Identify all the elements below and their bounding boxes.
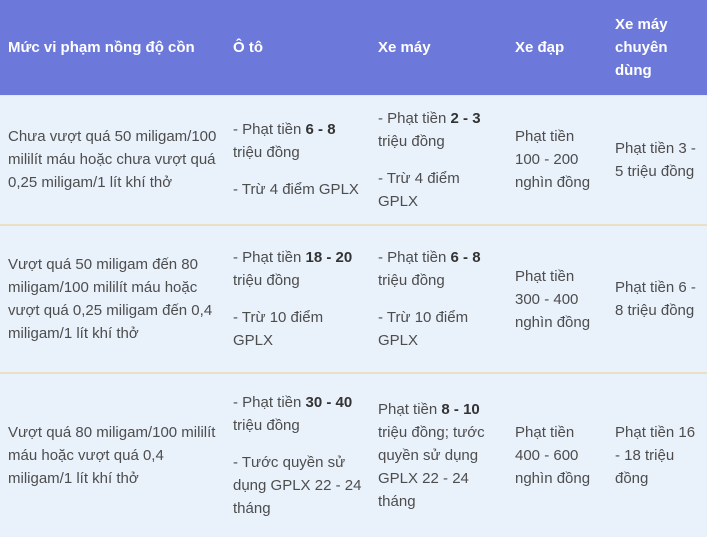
violation-level-text: Vượt quá 50 miligam đến 80 miligam/100 m…: [8, 256, 213, 342]
fine-amount: 2 - 3: [450, 109, 481, 127]
xe-may-cell: Phạt tiền 8 - 10 triệu đồng; tước quyền …: [370, 372, 507, 537]
fine-line: - Phạt tiền 6 - 8 triệu đồng: [233, 121, 336, 162]
header-xe-dap: Xe đạp: [507, 0, 607, 95]
violation-level-cell: Chưa vượt quá 50 miligam/100 mililít máu…: [0, 94, 225, 225]
violation-level-cell: Vượt quá 50 miligam đến 80 miligam/100 m…: [0, 224, 225, 373]
fine-amount: 18 - 20: [305, 249, 353, 266]
fine-line: Phạt tiền 3 - 5 triệu đồng: [615, 139, 696, 180]
xe-may-chuyen-dung-cell: Phạt tiền 3 - 5 triệu đồng: [607, 94, 707, 225]
table-row: Vượt quá 50 miligam đến 80 miligam/100 m…: [0, 224, 707, 373]
fine-line: Phạt tiền 6 - 8 triệu đồng: [615, 279, 696, 319]
xe-may-cell: - Phạt tiền 2 - 3 triệu đồng - Trừ 4 điể…: [370, 94, 507, 225]
fine-line: Phạt tiền 8 - 10 triệu đồng; tước quyền …: [378, 401, 485, 510]
penalty-line: - Trừ 10 điểm GPLX: [233, 309, 324, 349]
oto-cell: - Phạt tiền 6 - 8 triệu đồng - Trừ 4 điể…: [225, 94, 370, 225]
fine-line: Phạt tiền 300 - 400 nghìn đồng: [515, 267, 591, 331]
oto-cell: - Phạt tiền 18 - 20 triệu đồng - Trừ 10 …: [225, 224, 370, 373]
oto-cell: - Phạt tiền 30 - 40 triệu đồng - Tước qu…: [225, 372, 370, 537]
penalty-line: - Trừ 10 điểm GPLX: [378, 309, 469, 349]
fine-line: Phạt tiền 400 - 600 nghìn đồng: [515, 424, 591, 487]
fine-line: - Phạt tiền 18 - 20 triệu đồng: [233, 249, 353, 289]
header-xe-may-chuyen-dung: Xe máy chuyên dùng: [607, 0, 707, 95]
fine-line: Phạt tiền 100 - 200 nghìn đồng: [515, 128, 591, 192]
penalty-line: - Tước quyền sử dụng GPLX 22 - 24 tháng: [233, 454, 362, 517]
violation-level-text: Chưa vượt quá 50 miligam/100 mililít máu…: [8, 128, 217, 192]
table-row: Vượt quá 80 miligam/100 mililít máu hoặc…: [0, 372, 707, 537]
fine-amount: 6 - 8: [305, 121, 336, 139]
xe-may-chuyen-dung-cell: Phạt tiền 6 - 8 triệu đồng: [607, 224, 707, 373]
xe-dap-cell: Phạt tiền 400 - 600 nghìn đồng: [507, 372, 607, 537]
fine-line: Phạt tiền 16 - 18 triệu đồng: [615, 424, 696, 487]
xe-dap-cell: Phạt tiền 300 - 400 nghìn đồng: [507, 224, 607, 373]
fine-amount: 30 - 40: [305, 394, 353, 411]
violation-level-cell: Vượt quá 80 miligam/100 mililít máu hoặc…: [0, 372, 225, 537]
fine-amount: 8 - 10: [441, 401, 480, 418]
header-oto: Ô tô: [225, 0, 370, 95]
header-violation-level: Mức vi phạm nồng độ cồn: [0, 0, 225, 95]
fine-line: - Phạt tiền 2 - 3 triệu đồng: [378, 109, 481, 150]
table-header-row: Mức vi phạm nồng độ cồn Ô tô Xe máy Xe đ…: [0, 0, 707, 95]
table-row: Chưa vượt quá 50 miligam/100 mililít máu…: [0, 94, 707, 225]
violation-level-text: Vượt quá 80 miligam/100 mililít máu hoặc…: [8, 424, 216, 487]
header-xe-may: Xe máy: [370, 0, 507, 95]
xe-may-cell: - Phạt tiền 6 - 8 triệu đồng - Trừ 10 đi…: [370, 224, 507, 373]
fine-line: - Phạt tiền 30 - 40 triệu đồng: [233, 394, 353, 434]
xe-may-chuyen-dung-cell: Phạt tiền 16 - 18 triệu đồng: [607, 372, 707, 537]
fine-amount: 6 - 8: [450, 249, 481, 266]
xe-dap-cell: Phạt tiền 100 - 200 nghìn đồng: [507, 94, 607, 225]
fine-line: - Phạt tiền 6 - 8 triệu đồng: [378, 249, 481, 289]
penalty-line: - Trừ 4 điểm GPLX: [378, 169, 460, 210]
penalty-line: - Trừ 4 điểm GPLX: [233, 181, 359, 199]
